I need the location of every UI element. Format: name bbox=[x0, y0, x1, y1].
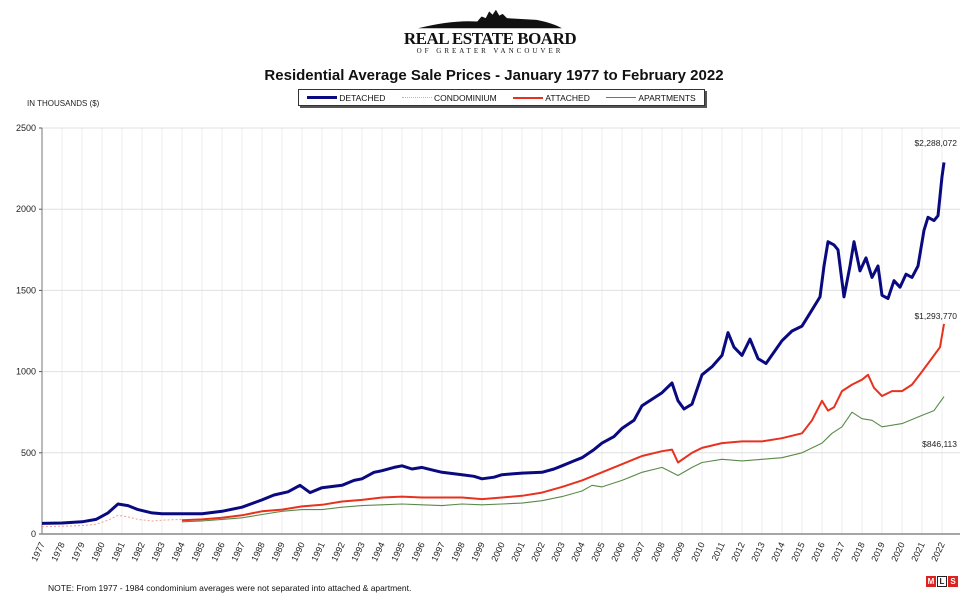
legend-label: APARTMENTS bbox=[638, 92, 696, 103]
x-tick-label: 2002 bbox=[529, 541, 547, 563]
y-tick-label: 0 bbox=[31, 529, 36, 539]
x-tick-label: 1983 bbox=[149, 541, 167, 563]
x-tick-label: 2019 bbox=[869, 541, 887, 563]
legend-label: DETACHED bbox=[339, 92, 386, 103]
end-value-label: $1,293,770 bbox=[914, 311, 957, 321]
x-tick-label: 1987 bbox=[229, 541, 247, 563]
legend-label: ATTACHED bbox=[545, 92, 590, 103]
x-tick-label: 1999 bbox=[469, 541, 487, 563]
x-tick-label: 1984 bbox=[169, 541, 187, 563]
x-tick-label: 2005 bbox=[589, 541, 607, 563]
legend-swatch bbox=[513, 96, 544, 99]
logo-subtitle: OF GREATER VANCOUVER bbox=[416, 47, 564, 55]
legend-label: CONDOMINIUM bbox=[433, 92, 497, 103]
x-tick-label: 2004 bbox=[569, 541, 587, 563]
end-value-label: $2,288,072 bbox=[914, 138, 957, 148]
x-tick-label: 2007 bbox=[629, 541, 647, 563]
legend-swatch bbox=[401, 97, 432, 98]
x-tick-label: 2021 bbox=[909, 541, 927, 563]
series-line-apartments bbox=[181, 396, 945, 523]
legend-item-detached: DETACHED bbox=[307, 93, 385, 103]
x-tick-label: 2017 bbox=[829, 541, 847, 563]
x-tick-label: 1998 bbox=[449, 541, 467, 563]
x-tick-label: 1989 bbox=[269, 541, 287, 563]
x-tick-label: 2008 bbox=[649, 541, 667, 563]
legend: DETACHED CONDOMINIUM ATTACHED APARTMENTS bbox=[298, 89, 705, 106]
x-tick-label: 1992 bbox=[329, 541, 347, 563]
x-tick-label: 1980 bbox=[89, 541, 107, 563]
x-tick-label: 1995 bbox=[389, 541, 407, 563]
x-tick-label: 1991 bbox=[309, 541, 327, 563]
x-tick-label: 2014 bbox=[769, 541, 787, 563]
x-tick-label: 2006 bbox=[609, 541, 627, 563]
legend-item-apartments: APARTMENTS bbox=[606, 92, 696, 103]
x-tick-label: 2018 bbox=[849, 541, 867, 563]
x-tick-label: 2010 bbox=[689, 541, 707, 563]
x-tick-label: 2001 bbox=[509, 541, 527, 563]
legend-swatch bbox=[606, 97, 637, 98]
series-line-condominium bbox=[41, 514, 183, 528]
x-tick-label: 1981 bbox=[109, 541, 127, 563]
y-tick-label: 1000 bbox=[16, 367, 36, 377]
logo-name: REAL ESTATE BOARD bbox=[403, 29, 577, 48]
x-tick-label: 1978 bbox=[49, 541, 67, 563]
x-tick-label: 1993 bbox=[349, 541, 367, 563]
x-tick-label: 1979 bbox=[69, 541, 87, 563]
skyline-icon bbox=[418, 9, 562, 29]
x-tick-label: 2003 bbox=[549, 541, 567, 563]
end-value-label: $846,113 bbox=[922, 439, 957, 449]
series-line-detached bbox=[41, 162, 946, 525]
y-tick-label: 1500 bbox=[16, 285, 36, 295]
x-tick-label: 2013 bbox=[749, 541, 767, 563]
footnote: NOTE: From 1977 - 1984 condominium avera… bbox=[48, 583, 412, 593]
x-tick-label: 1985 bbox=[189, 541, 207, 563]
y-tick-label: 500 bbox=[21, 448, 36, 458]
real-estate-board-logo: REAL ESTATE BOARD OF GREATER VANCOUVER bbox=[400, 8, 580, 60]
x-tick-label: 2012 bbox=[729, 541, 747, 563]
x-tick-label: 1990 bbox=[289, 541, 307, 563]
legend-item-condominium: CONDOMINIUM bbox=[401, 92, 497, 103]
x-tick-label: 1977 bbox=[29, 541, 47, 563]
legend-item-attached: ATTACHED bbox=[513, 93, 590, 103]
x-tick-label: 1994 bbox=[369, 541, 387, 563]
x-tick-label: 1986 bbox=[209, 541, 227, 563]
x-tick-label: 2015 bbox=[789, 541, 807, 563]
x-tick-label: 1996 bbox=[409, 541, 427, 563]
x-tick-label: 2011 bbox=[710, 541, 727, 563]
y-axis-label: IN THOUSANDS ($) bbox=[27, 99, 100, 108]
legend-swatch bbox=[307, 96, 338, 99]
chart-title: Residential Average Sale Prices - Januar… bbox=[264, 67, 724, 84]
x-tick-label: 2000 bbox=[489, 541, 507, 563]
y-tick-label: 2500 bbox=[16, 123, 36, 133]
x-tick-label: 2020 bbox=[889, 541, 907, 563]
x-tick-label: 1982 bbox=[129, 541, 147, 563]
series-line-attached bbox=[181, 323, 945, 522]
y-tick-label: 2000 bbox=[16, 204, 36, 214]
x-tick-label: 2016 bbox=[809, 541, 827, 563]
x-tick-label: 1997 bbox=[429, 541, 447, 563]
x-tick-label: 2022 bbox=[929, 541, 947, 563]
x-tick-label: 2009 bbox=[669, 541, 687, 563]
x-tick-label: 1988 bbox=[249, 541, 267, 563]
